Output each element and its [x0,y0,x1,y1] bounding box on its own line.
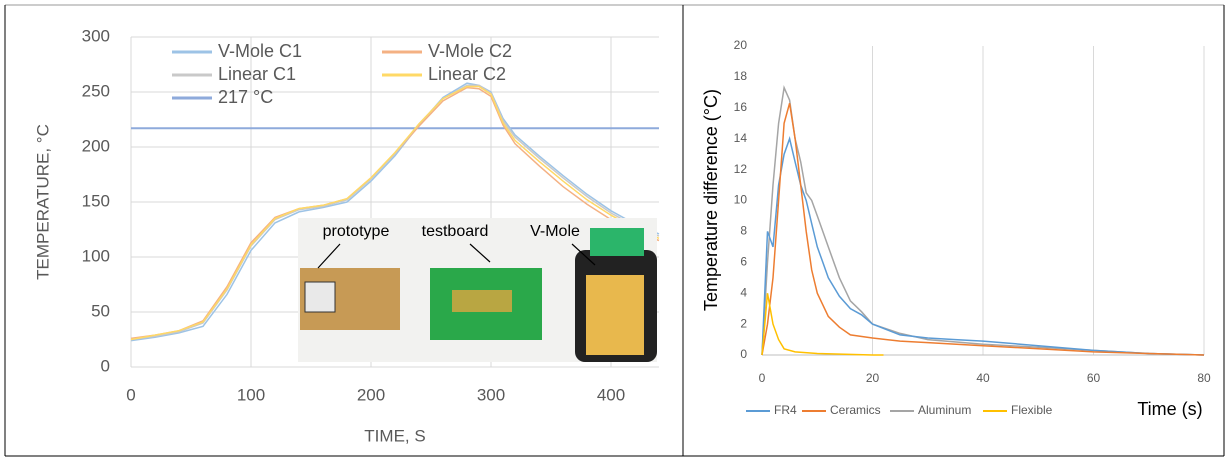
x-tick-label: 0 [759,371,766,385]
y-tick-label: 300 [82,26,110,45]
legend-label: Linear C2 [428,64,506,84]
y-tick-label: 14 [734,131,748,145]
legend-label: V-Mole C2 [428,41,512,61]
y-tick-label: 250 [82,81,110,100]
photo-label: prototype [323,223,390,240]
photo-arrow [469,243,491,263]
y-tick-label: 150 [82,191,110,210]
v-mole-label [586,275,644,355]
series-line [761,85,1205,356]
y-tick-label: 0 [740,347,747,361]
legend-label: Ceramics [830,403,881,417]
legend-label: 217 °C [218,87,273,107]
legend-label: FR4 [774,403,797,417]
x-axis-title: Time (s) [1137,399,1202,419]
x-tick-label: 80 [1197,371,1211,385]
y-tick-label: 4 [740,285,747,299]
y-tick-label: 0 [101,356,110,375]
x-tick-label: 20 [866,371,880,385]
series-line [130,85,660,341]
chip [304,281,336,313]
x-tick-label: 300 [477,385,505,404]
x-tick-label: 200 [357,385,385,404]
y-tick-label: 18 [734,69,748,83]
series-line [761,103,1205,356]
y-tick-label: 100 [82,246,110,265]
x-tick-label: 400 [597,385,625,404]
x-tick-label: 40 [976,371,990,385]
y-axis-title: Temperature difference (°C) [701,89,721,311]
photo-arrow [571,243,596,266]
series-line [130,86,660,340]
y-axis-title: TEMPERATURE, °C [33,124,52,280]
y-tick-label: 16 [734,100,748,114]
x-tick-label: 0 [126,385,135,404]
y-tick-label: 6 [740,254,747,268]
photo-arrow [317,243,341,269]
x-tick-label: 100 [237,385,265,404]
y-tick-label: 8 [740,224,747,238]
connector [590,228,644,256]
y-tick-label: 200 [82,136,110,155]
testboard-pads [452,290,512,312]
series-line [761,136,1205,356]
y-tick-label: 50 [91,301,110,320]
series-line [761,293,884,356]
legend-label: Flexible [1011,403,1053,417]
y-tick-label: 10 [734,193,748,207]
legend-label: Aluminum [918,403,971,417]
photo-label: V-Mole [530,223,580,240]
y-tick-label: 12 [734,162,748,176]
y-tick-label: 20 [734,38,748,52]
legend-label: V-Mole C1 [218,41,302,61]
photo-inset: prototype testboard V-Mole [298,218,657,362]
table-frame [4,4,1225,457]
x-tick-label: 60 [1087,371,1101,385]
x-axis-title: TIME, S [364,426,425,445]
photo-label: testboard [422,223,489,240]
legend-label: Linear C1 [218,64,296,84]
y-tick-label: 2 [740,316,747,330]
